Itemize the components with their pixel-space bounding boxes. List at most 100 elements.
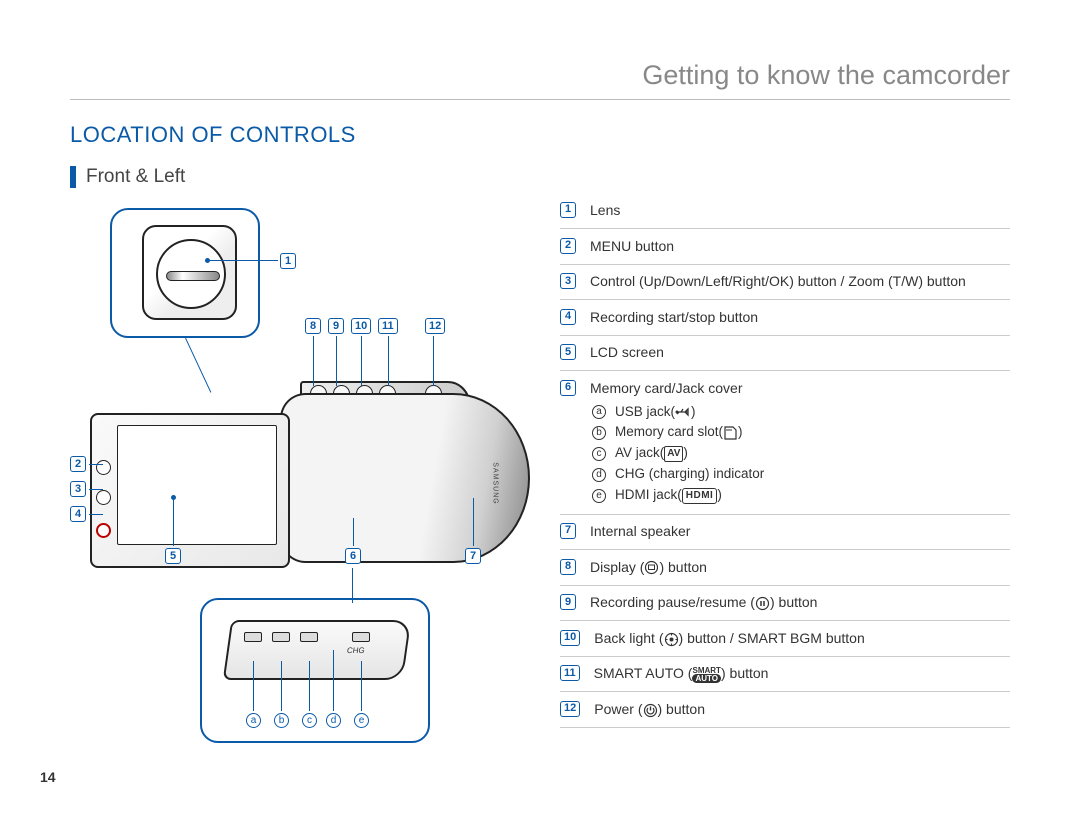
callout-lead: [309, 661, 310, 711]
detail-leader: [185, 338, 212, 393]
legend-number-badge: 7: [560, 523, 576, 539]
legend-row: 11SMART AUTO (SMARTAUTO) button: [560, 657, 1010, 693]
legend-row: 9 Recording pause/resume () button: [560, 586, 1010, 622]
legend-row: 3Control (Up/Down/Left/Right/OK) button …: [560, 265, 1010, 301]
lcd-screen: [117, 425, 277, 545]
legend-letter-badge: e: [592, 489, 606, 503]
manual-page: Getting to know the camcorder LOCATION O…: [0, 0, 1080, 825]
callout-letter-c: c: [302, 713, 317, 728]
callout-lead: [89, 464, 103, 465]
jack-slot: [244, 632, 262, 642]
legend-row: 5 LCD screen: [560, 336, 1010, 372]
callout-lead: [208, 260, 278, 261]
callout-letter-d: d: [326, 713, 341, 728]
record-button-icon: [96, 523, 111, 538]
accent-bar: [70, 166, 76, 188]
legend-row: 8Display () button: [560, 550, 1010, 586]
legend-text: Lens: [590, 201, 620, 221]
jack-slot: [272, 632, 290, 642]
jack-panel: CHG: [223, 620, 411, 680]
legend-number-badge: 6: [560, 380, 576, 396]
callout-num-1: 1: [280, 253, 296, 269]
callout-lead: [333, 650, 334, 711]
legend-letter-badge: b: [592, 426, 606, 440]
lcd-panel: [90, 413, 290, 568]
callout-lead: [336, 336, 337, 386]
legend-row: 7 Internal speaker: [560, 515, 1010, 551]
subsection-title: Front & Left: [86, 166, 185, 188]
camcorder-body: SAMSUNG: [280, 393, 530, 563]
legend-text: LCD screen: [590, 343, 664, 363]
callout-lead: [433, 336, 434, 386]
legend-subitem: aUSB jack (): [590, 402, 764, 423]
callout-num-6: 6: [345, 548, 361, 564]
callout-num-10: 10: [351, 318, 371, 334]
legend-letter-badge: c: [592, 447, 606, 461]
lens-detail-box: [110, 208, 260, 338]
legend-row: 10Back light () button / SMART BGM butto…: [560, 621, 1010, 657]
legend-number-badge: 10: [560, 630, 580, 646]
legend-subitem: eHDMI jack (HDMI): [590, 485, 764, 506]
callout-num-3: 3: [70, 481, 86, 497]
jack-slot: [300, 632, 318, 642]
menu-button-icon: [96, 460, 111, 475]
legend-row: 4Recording start/stop button: [560, 300, 1010, 336]
legend-text: Power () button: [594, 700, 705, 720]
callout-letter-a: a: [246, 713, 261, 728]
callout-num-7: 7: [465, 548, 481, 564]
legend-row: 12 Power () button: [560, 692, 1010, 728]
callout-num-2: 2: [70, 456, 86, 472]
legend-subitem: bMemory card slot (): [590, 422, 764, 443]
legend-subitem: dCHG (charging) indicator: [590, 464, 764, 485]
legend-text: Recording pause/resume () button: [590, 593, 817, 613]
callout-num-12: 12: [425, 318, 445, 334]
control-button-icon: [96, 490, 111, 505]
content-row: 1 SAMSUNG: [70, 198, 1010, 758]
legend-number-badge: 5: [560, 344, 576, 360]
callout-num-8: 8: [305, 318, 321, 334]
callout-num-5: 5: [165, 548, 181, 564]
legend-number-badge: 2: [560, 238, 576, 254]
chg-label: CHG: [346, 646, 365, 655]
legend-number-badge: 9: [560, 594, 576, 610]
callout-lead: [281, 661, 282, 711]
detail-leader: [352, 568, 353, 603]
callout-num-11: 11: [378, 318, 398, 334]
legend-row: 1 Lens: [560, 198, 1010, 229]
brand-label: SAMSUNG: [491, 462, 498, 504]
callout-lead: [253, 661, 254, 711]
lens-ring: [156, 239, 226, 309]
callout-num-9: 9: [328, 318, 344, 334]
chapter-title: Getting to know the camcorder: [70, 60, 1010, 100]
legend-text: Internal speaker: [590, 522, 690, 542]
callout-lead: [353, 518, 354, 546]
lens-shutter: [166, 271, 220, 281]
legend-subitem: cAV jack (AV): [590, 443, 764, 464]
jack-slot: [352, 632, 370, 642]
legend-letter-badge: d: [592, 468, 606, 482]
legend-text: MENU button: [590, 237, 674, 257]
callout-lead: [473, 498, 474, 546]
callout-letter-b: b: [274, 713, 289, 728]
subsection-header: Front & Left: [70, 166, 1010, 188]
callout-dot: [171, 495, 176, 500]
callout-lead: [388, 336, 389, 386]
callout-num-4: 4: [70, 506, 86, 522]
legend-row: 2 MENU button: [560, 229, 1010, 265]
legend-letter-badge: a: [592, 405, 606, 419]
legend-text: SMART AUTO (SMARTAUTO) button: [594, 664, 769, 684]
legend-number-badge: 1: [560, 202, 576, 218]
legend-text: Recording start/stop button: [590, 308, 758, 328]
section-title: LOCATION OF CONTROLS: [70, 122, 1010, 148]
callout-letter-e: e: [354, 713, 369, 728]
callout-lead: [173, 498, 174, 546]
camcorder-illustration: SAMSUNG: [210, 373, 530, 583]
diagram-area: 1 SAMSUNG: [70, 198, 550, 758]
lens-housing: [142, 225, 237, 320]
callout-lead: [89, 514, 103, 515]
legend-text: Control (Up/Down/Left/Right/OK) button /…: [590, 272, 966, 292]
jack-detail-box: CHG a b c d e: [200, 598, 430, 743]
legend-row: 6Memory card/Jack coveraUSB jack ()bMemo…: [560, 371, 1010, 514]
legend-number-badge: 8: [560, 559, 576, 575]
legend-number-badge: 12: [560, 701, 580, 717]
